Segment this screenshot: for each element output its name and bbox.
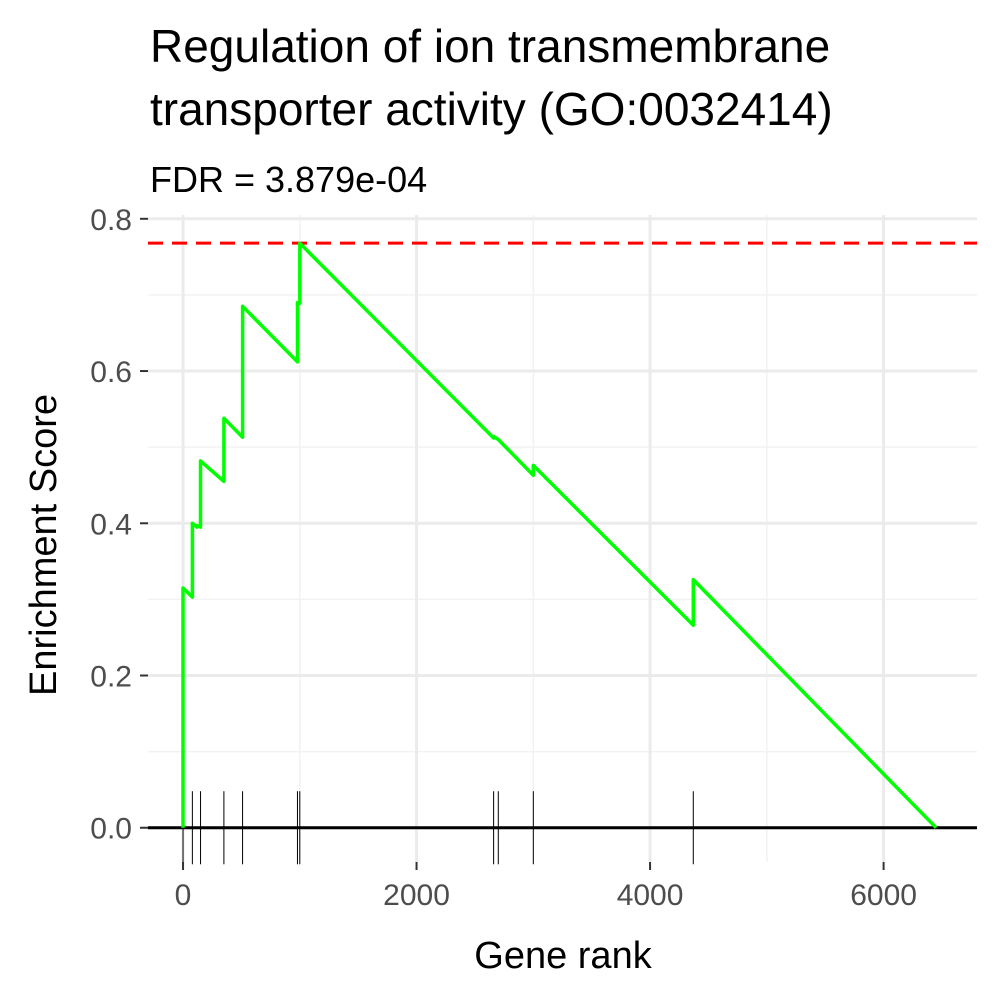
y-tick-label: 0.4 [90, 508, 132, 541]
y-axis: 0.0 0.2 0.4 0.6 0.8 [90, 204, 148, 846]
x-axis-title: Gene rank [474, 935, 652, 977]
x-axis: 0 2000 4000 6000 [175, 862, 917, 912]
y-tick-label: 0.6 [90, 356, 132, 389]
chart-subtitle: FDR = 3.879e-04 [150, 159, 427, 200]
x-tick-label: 2000 [383, 879, 450, 912]
grid-lines [148, 215, 977, 862]
y-tick-label: 0.0 [90, 813, 132, 846]
y-axis-title: Enrichment Score [23, 394, 65, 696]
reference-lines [148, 241, 977, 830]
x-tick-label: 4000 [617, 879, 684, 912]
chart-title-line-2: transporter activity (GO:0032414) [150, 83, 833, 135]
y-tick-label: 0.8 [90, 204, 132, 237]
x-tick-label: 6000 [850, 879, 917, 912]
series-group [181, 241, 938, 829]
x-tick-label: 0 [175, 879, 192, 912]
chart-title-line-1: Regulation of ion transmembrane [150, 20, 830, 72]
enrichment-curve [181, 241, 938, 829]
y-tick-label: 0.2 [90, 661, 132, 694]
